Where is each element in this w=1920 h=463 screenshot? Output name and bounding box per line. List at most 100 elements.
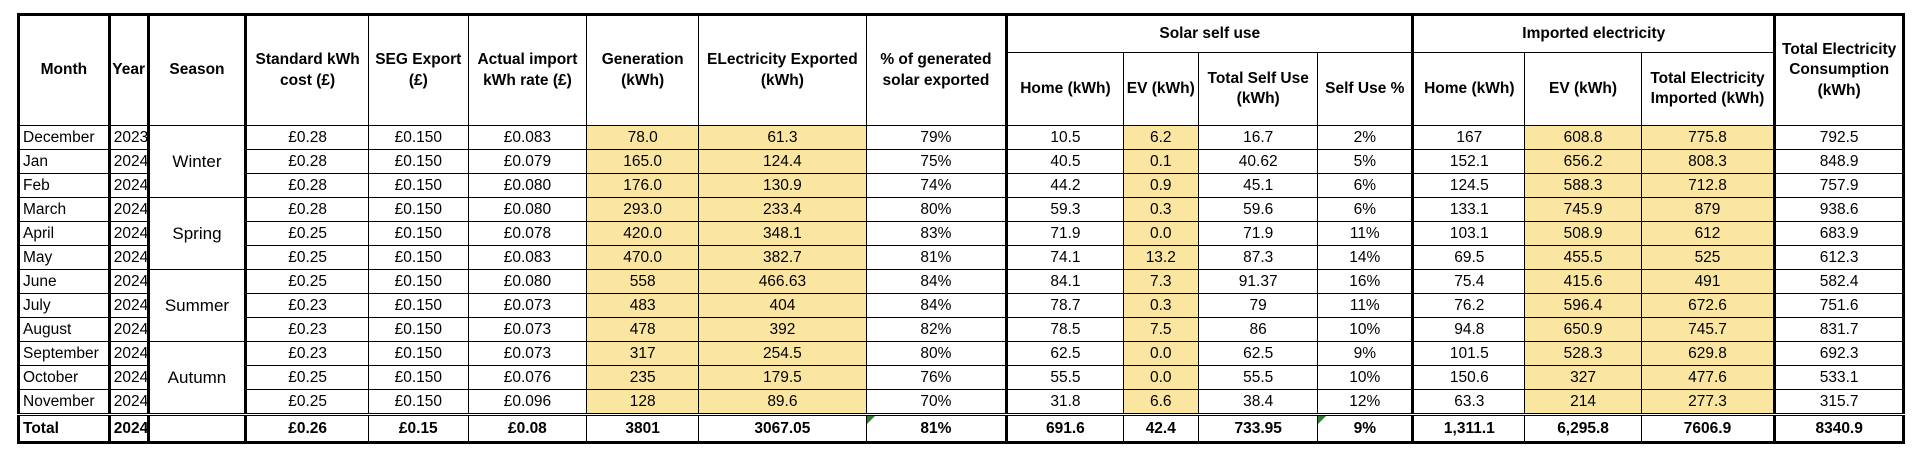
- cell-exported[interactable]: 254.5: [698, 341, 867, 366]
- total-generation[interactable]: 3801: [586, 413, 700, 443]
- cell-year[interactable]: 2024: [108, 197, 150, 222]
- cell-total-consumption[interactable]: 315.7: [1774, 389, 1904, 415]
- cell-imported-ev[interactable]: 596.4: [1524, 293, 1642, 318]
- cell-generation[interactable]: 165.0: [586, 149, 700, 174]
- cell-solar-ev[interactable]: 6.2: [1122, 125, 1200, 150]
- header-solar-total[interactable]: Total Self Use (kWh): [1198, 52, 1319, 126]
- cell-imported-home[interactable]: 63.3: [1412, 389, 1526, 415]
- cell-import-rate[interactable]: £0.083: [467, 125, 588, 150]
- cell-import-rate[interactable]: £0.073: [467, 341, 588, 366]
- total-imported-ev[interactable]: 6,295.8: [1524, 413, 1642, 443]
- cell-solar-ev[interactable]: 7.5: [1122, 317, 1200, 342]
- cell-pct-exported[interactable]: 80%: [865, 341, 1009, 366]
- header-total-consumption[interactable]: Total Electricity Consumption (kWh): [1774, 14, 1904, 126]
- cell-imported-ev[interactable]: 650.9: [1524, 317, 1642, 342]
- cell-generation[interactable]: 78.0: [586, 125, 700, 150]
- cell-exported[interactable]: 392: [698, 317, 867, 342]
- cell-generation[interactable]: 317: [586, 341, 700, 366]
- cell-solar-total[interactable]: 79: [1198, 293, 1319, 318]
- cell-imported-ev[interactable]: 608.8: [1524, 125, 1642, 150]
- cell-imported-home[interactable]: 133.1: [1412, 197, 1526, 222]
- cell-imported-home[interactable]: 94.8: [1412, 317, 1526, 342]
- cell-solar-ev[interactable]: 13.2: [1122, 245, 1200, 270]
- cell-solar-total[interactable]: 59.6: [1198, 197, 1319, 222]
- cell-pct-exported[interactable]: 84%: [865, 269, 1009, 294]
- cell-generation[interactable]: 235: [586, 365, 700, 390]
- cell-imported-ev[interactable]: 528.3: [1524, 341, 1642, 366]
- cell-solar-home[interactable]: 78.7: [1006, 293, 1124, 318]
- cell-year[interactable]: 2024: [108, 365, 150, 390]
- cell-imported-ev[interactable]: 455.5: [1524, 245, 1642, 270]
- cell-solar-home[interactable]: 78.5: [1006, 317, 1124, 342]
- cell-month[interactable]: October: [18, 365, 111, 390]
- header-import-rate[interactable]: Actual import kWh rate (£): [467, 14, 588, 126]
- cell-year[interactable]: 2024: [108, 269, 150, 294]
- cell-standard-cost[interactable]: £0.23: [245, 317, 369, 342]
- cell-total-consumption[interactable]: 831.7: [1774, 317, 1904, 342]
- cell-imported-total[interactable]: 808.3: [1640, 149, 1777, 174]
- total-year[interactable]: 2024: [108, 413, 150, 443]
- cell-seg-export[interactable]: £0.150: [367, 221, 469, 246]
- cell-standard-cost[interactable]: £0.28: [245, 125, 369, 150]
- cell-year[interactable]: 2024: [108, 173, 150, 198]
- cell-solar-total[interactable]: 87.3: [1198, 245, 1319, 270]
- cell-imported-home[interactable]: 150.6: [1412, 365, 1526, 390]
- cell-solar-ev[interactable]: 0.3: [1122, 197, 1200, 222]
- cell-total-consumption[interactable]: 757.9: [1774, 173, 1904, 198]
- cell-solar-home[interactable]: 40.5: [1006, 149, 1124, 174]
- cell-seg-export[interactable]: £0.150: [367, 317, 469, 342]
- cell-solar-home[interactable]: 10.5: [1006, 125, 1124, 150]
- header-standard-cost[interactable]: Standard kWh cost (£): [245, 14, 369, 126]
- cell-year[interactable]: 2024: [108, 293, 150, 318]
- cell-self-use-pct[interactable]: 10%: [1317, 365, 1415, 390]
- cell-imported-home[interactable]: 75.4: [1412, 269, 1526, 294]
- cell-standard-cost[interactable]: £0.25: [245, 365, 369, 390]
- cell-standard-cost[interactable]: £0.25: [245, 389, 369, 415]
- cell-exported[interactable]: 382.7: [698, 245, 867, 270]
- cell-self-use-pct[interactable]: 12%: [1317, 389, 1415, 415]
- cell-total-consumption[interactable]: 938.6: [1774, 197, 1904, 222]
- cell-imported-ev[interactable]: 508.9: [1524, 221, 1642, 246]
- cell-solar-home[interactable]: 84.1: [1006, 269, 1124, 294]
- cell-seg-export[interactable]: £0.150: [367, 341, 469, 366]
- cell-generation[interactable]: 128: [586, 389, 700, 415]
- cell-import-rate[interactable]: £0.073: [467, 293, 588, 318]
- cell-seg-export[interactable]: £0.150: [367, 389, 469, 415]
- cell-imported-ev[interactable]: 745.9: [1524, 197, 1642, 222]
- cell-import-rate[interactable]: £0.083: [467, 245, 588, 270]
- cell-solar-total[interactable]: 71.9: [1198, 221, 1319, 246]
- cell-self-use-pct[interactable]: 14%: [1317, 245, 1415, 270]
- cell-imported-home[interactable]: 167: [1412, 125, 1526, 150]
- cell-imported-home[interactable]: 69.5: [1412, 245, 1526, 270]
- cell-total-consumption[interactable]: 582.4: [1774, 269, 1904, 294]
- cell-generation[interactable]: 470.0: [586, 245, 700, 270]
- cell-month[interactable]: June: [18, 269, 111, 294]
- header-imported-home[interactable]: Home (kWh): [1412, 52, 1526, 126]
- cell-total-consumption[interactable]: 533.1: [1774, 365, 1904, 390]
- cell-solar-ev[interactable]: 0.3: [1122, 293, 1200, 318]
- cell-self-use-pct[interactable]: 5%: [1317, 149, 1415, 174]
- cell-exported[interactable]: 466.63: [698, 269, 867, 294]
- cell-season[interactable]: Spring: [147, 197, 248, 270]
- cell-year[interactable]: 2024: [108, 221, 150, 246]
- cell-exported[interactable]: 179.5: [698, 365, 867, 390]
- cell-pct-exported[interactable]: 81%: [865, 245, 1009, 270]
- cell-generation[interactable]: 293.0: [586, 197, 700, 222]
- cell-year[interactable]: 2024: [108, 389, 150, 415]
- cell-year[interactable]: 2023: [108, 125, 150, 150]
- cell-seg-export[interactable]: £0.150: [367, 125, 469, 150]
- total-import-rate[interactable]: £0.08: [467, 413, 588, 443]
- cell-self-use-pct[interactable]: 6%: [1317, 173, 1415, 198]
- cell-pct-exported[interactable]: 74%: [865, 173, 1009, 198]
- cell-seg-export[interactable]: £0.150: [367, 293, 469, 318]
- cell-solar-total[interactable]: 16.7: [1198, 125, 1319, 150]
- total-solar-total[interactable]: 733.95: [1198, 413, 1319, 443]
- cell-standard-cost[interactable]: £0.25: [245, 269, 369, 294]
- header-exported[interactable]: ELectricity Exported (kWh): [698, 14, 867, 126]
- cell-solar-total[interactable]: 45.1: [1198, 173, 1319, 198]
- cell-solar-home[interactable]: 71.9: [1006, 221, 1124, 246]
- cell-import-rate[interactable]: £0.080: [467, 197, 588, 222]
- header-month[interactable]: Month: [18, 14, 111, 126]
- total-seg-export[interactable]: £0.15: [367, 413, 469, 443]
- cell-total-consumption[interactable]: 683.9: [1774, 221, 1904, 246]
